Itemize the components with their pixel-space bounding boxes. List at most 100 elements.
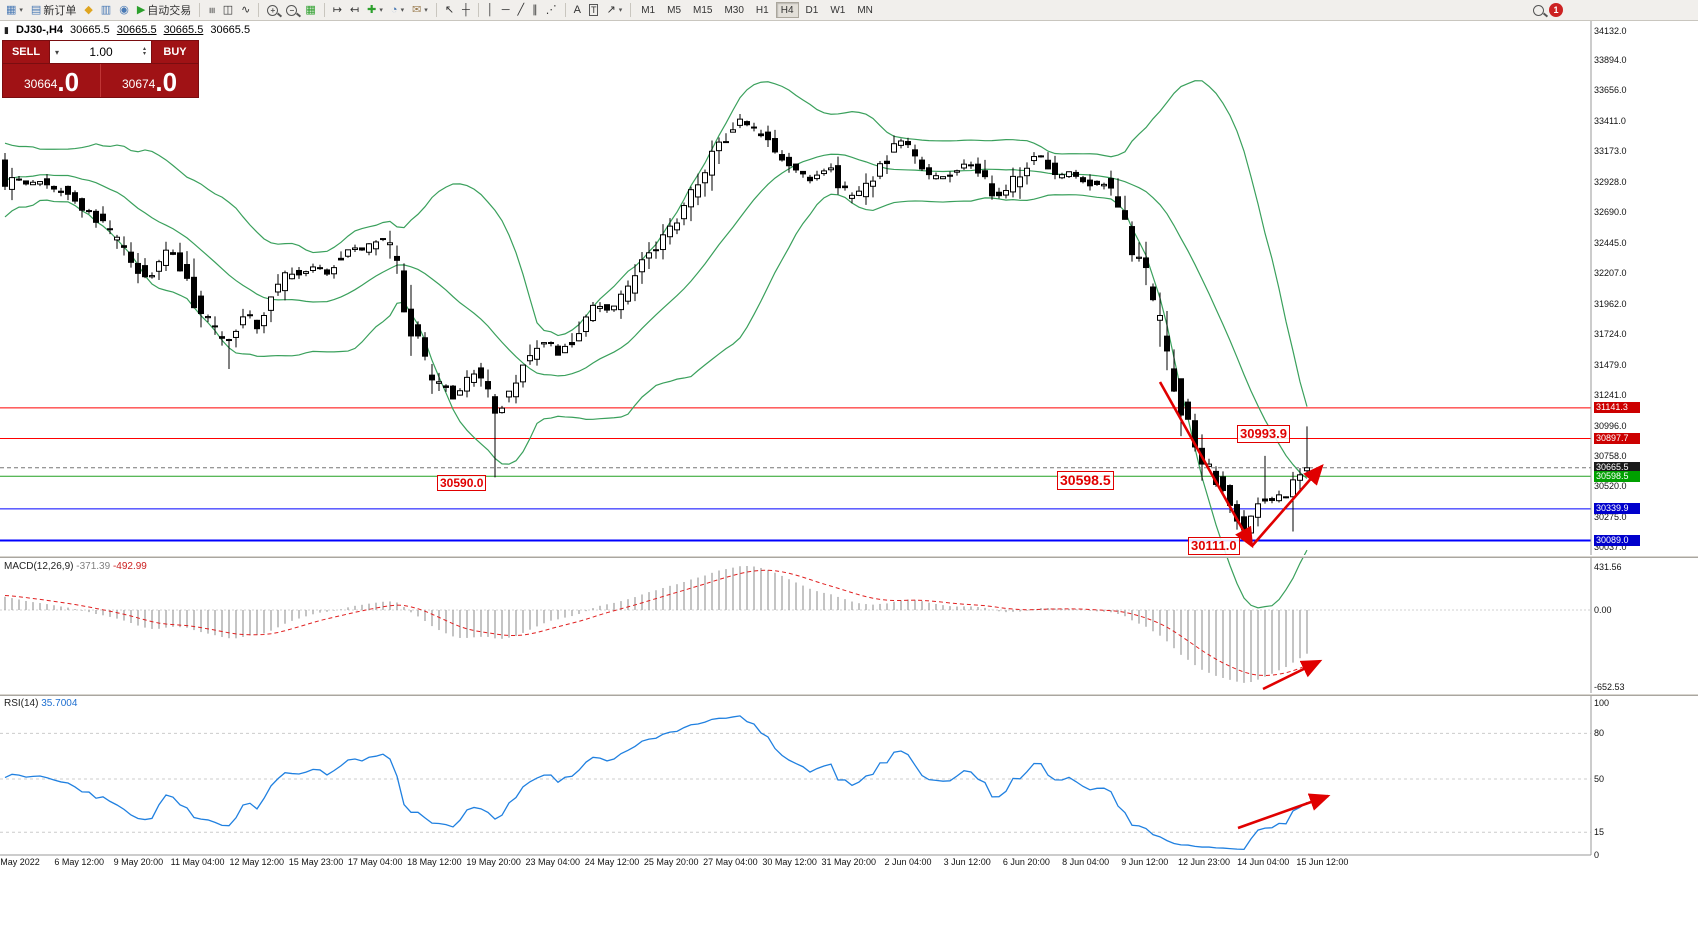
volume-field[interactable]: ▾ 1.00 ▴ ▾ xyxy=(49,41,152,63)
chart-shift-icon[interactable]: ↤ xyxy=(347,2,362,19)
price-label-30111[interactable]: 30111.0 xyxy=(1188,537,1240,555)
line-chart-icon[interactable]: ∿ xyxy=(238,2,253,19)
channel-icon[interactable]: ∥ xyxy=(529,2,541,19)
tile-windows-icon: ▦ xyxy=(305,3,316,16)
timeframe-m1[interactable]: M1 xyxy=(636,2,660,18)
timeframe-d1[interactable]: D1 xyxy=(801,2,824,18)
timeframe-h1[interactable]: H1 xyxy=(751,2,774,18)
fibonacci-icon[interactable]: ⋰ xyxy=(543,2,560,19)
toolbar-separator xyxy=(258,3,260,17)
rsi-title: RSI(14) xyxy=(4,698,39,709)
buy-price[interactable]: 30674.0 xyxy=(101,64,198,97)
price-label-30993[interactable]: 30993.9 xyxy=(1237,425,1290,443)
volume-up-icon[interactable]: ▴ xyxy=(142,46,146,52)
text-icon[interactable]: A xyxy=(571,2,584,19)
timeframe-m5[interactable]: M5 xyxy=(662,2,686,18)
toolbar-separator xyxy=(435,3,437,17)
dropdown-caret-icon[interactable]: ▾ xyxy=(379,7,383,14)
macd-title: MACD(12,26,9) xyxy=(4,561,74,572)
market-watch-icon[interactable]: ▥ xyxy=(98,2,114,19)
rsi-line xyxy=(4,715,1308,851)
timeframe-w1[interactable]: W1 xyxy=(825,2,850,18)
time-label: 15 May 23:00 xyxy=(288,857,344,867)
sell-button[interactable]: SELL xyxy=(3,41,49,63)
text-icon: A xyxy=(573,3,581,16)
sell-price[interactable]: 30664.0 xyxy=(3,64,100,97)
dropdown-caret-icon[interactable]: ▾ xyxy=(400,7,405,14)
panel-separator[interactable] xyxy=(0,693,1698,696)
quote-low: 30665.5 xyxy=(163,24,204,36)
candles xyxy=(2,113,1310,538)
vertical-line-icon[interactable]: │ xyxy=(484,2,497,19)
toolbar-separator xyxy=(199,3,201,17)
volume-value[interactable]: 1.00 xyxy=(89,45,113,59)
bar-chart-icon: ≡ xyxy=(205,6,218,14)
metaeditor-icon[interactable]: ◆ xyxy=(81,2,95,19)
search-icon[interactable] xyxy=(1530,2,1547,19)
timeframe-h4[interactable]: H4 xyxy=(775,2,799,18)
templates-icon[interactable]: ✉ ▾ xyxy=(409,2,431,19)
periods-icon[interactable]: ◔ ▾ xyxy=(388,2,407,19)
zoom-in-icon: + xyxy=(267,4,279,16)
buy-button[interactable]: BUY xyxy=(152,41,198,63)
dropdown-caret-icon[interactable]: ▾ xyxy=(618,7,623,14)
crosshair-icon: ┼ xyxy=(462,3,470,16)
price-label-30590[interactable]: 30590.0 xyxy=(437,475,487,492)
price-level-lines xyxy=(0,407,1591,542)
trend-arrows[interactable] xyxy=(1158,381,1331,830)
tile-windows-icon[interactable]: ▦ xyxy=(302,2,318,19)
time-label: 18 May 12:00 xyxy=(407,857,462,867)
time-label: 8 Jun 04:00 xyxy=(1062,857,1110,867)
quote-high: 30665.5 xyxy=(116,24,157,36)
new-chart-icon[interactable]: ▦ ▾ xyxy=(3,2,26,19)
zoom-out-icon: − xyxy=(286,4,298,16)
toolbar-separator xyxy=(564,3,566,17)
arrows-icon[interactable]: ↗ ▾ xyxy=(603,2,625,19)
volume-stepper[interactable]: ▴ ▾ xyxy=(138,46,151,57)
text-label-icon[interactable]: T xyxy=(586,2,602,19)
zoom-in-icon[interactable]: + xyxy=(264,2,281,19)
dropdown-caret-icon[interactable]: ▾ xyxy=(19,7,23,14)
new-order-button: ▤ xyxy=(30,3,42,16)
chart-icon: ▮ xyxy=(4,24,9,35)
cursor-icon[interactable]: ↖ xyxy=(442,2,457,19)
time-label: 14 Jun 04:00 xyxy=(1237,857,1290,867)
time-label: 12 May 12:00 xyxy=(229,857,285,867)
time-label: 15 Jun 12:00 xyxy=(1296,857,1349,867)
time-label: May 2022 xyxy=(0,857,40,867)
price-label-30598[interactable]: 30598.5 xyxy=(1057,471,1114,490)
bollinger-bands xyxy=(4,80,1308,609)
notifications-badge[interactable]: 1 xyxy=(1549,3,1563,17)
sell-price-big: .0 xyxy=(57,67,80,97)
candlestick-chart-icon[interactable]: ◫ xyxy=(220,2,236,19)
chart-shift-icon: ↤ xyxy=(349,3,360,16)
dropdown-caret-icon[interactable]: ▾ xyxy=(424,7,428,14)
time-axis[interactable]: May 2022 6 May 12:00 9 May 20:00 11 May 04:… xyxy=(0,857,1698,871)
rsi-level-lines xyxy=(0,732,1591,833)
auto-scroll-icon[interactable]: ↦ xyxy=(330,2,345,19)
buy-price-main: 30674 xyxy=(121,77,156,91)
zoom-out-icon[interactable]: − xyxy=(283,2,300,19)
crosshair-icon[interactable]: ┼ xyxy=(459,2,473,19)
data-window-icon[interactable]: ◉ xyxy=(116,2,132,19)
volume-dropdown-icon[interactable]: ▾ xyxy=(54,47,59,57)
trendline-icon[interactable]: ╱ xyxy=(515,2,528,19)
autotrading-button: ▶ xyxy=(136,3,146,16)
bar-chart-icon[interactable]: ≡ xyxy=(205,2,218,19)
time-label: 6 May 12:00 xyxy=(54,857,104,867)
autotrading-button-label: 自动交易 xyxy=(147,5,192,17)
time-label: 9 May 20:00 xyxy=(113,857,164,867)
search-icon xyxy=(1533,4,1544,16)
indicators-icon[interactable]: ✚ ▾ xyxy=(364,2,386,19)
timeframe-m15[interactable]: M15 xyxy=(688,2,717,18)
new-order-button[interactable]: ▤ 新订单 xyxy=(28,2,79,19)
panel-separator[interactable] xyxy=(0,555,1698,558)
timeframe-m30[interactable]: M30 xyxy=(719,2,748,18)
autotrading-button[interactable]: ▶ 自动交易 xyxy=(134,2,194,19)
volume-down-icon[interactable]: ▾ xyxy=(142,51,146,57)
periods-icon: ◔ xyxy=(390,3,398,16)
timeframe-mn[interactable]: MN xyxy=(852,2,878,18)
new-order-button-label: 新订单 xyxy=(43,5,77,17)
horizontal-line-icon[interactable]: ─ xyxy=(499,2,513,19)
